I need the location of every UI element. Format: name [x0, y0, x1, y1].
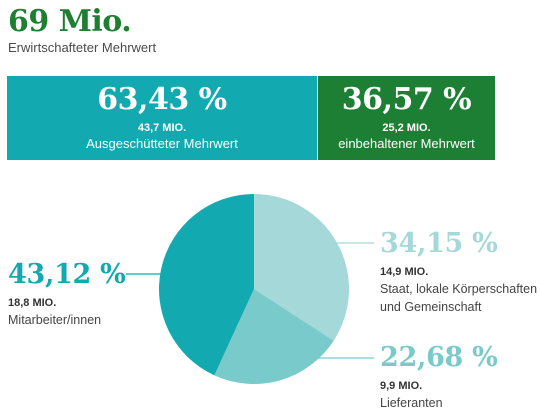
total-label: Erwirtschafteter Mehrwert: [8, 40, 157, 55]
slice-label-2: und Gemeinschaft: [380, 300, 482, 314]
slice-callout-staat: 34,15 % 14,9 MIO. Staat, lokale Körpersc…: [380, 228, 540, 316]
retained-label: einbehaltener Mehrwert: [338, 136, 475, 151]
slice-percent: 22,68 %: [380, 342, 498, 373]
slice-label: Staat, lokale Körperschaften: [380, 282, 538, 296]
retained-amount: 25,2 MIO.: [382, 122, 431, 134]
total-value: 69 Mio.: [8, 4, 132, 39]
retained-bar: 36,57 % 25,2 MIO. einbehaltener Mehrwert: [318, 76, 495, 160]
slice-percent: 43,12 %: [8, 259, 126, 290]
slice-label: Mitarbeiter/innen: [8, 313, 102, 327]
retained-percent: 36,57 %: [341, 82, 472, 117]
slice-label: Lieferanten: [380, 396, 443, 410]
slice-callout-mitarbeiter: 43,12 % 18,8 MIO. Mitarbeiter/innen: [8, 259, 148, 329]
pie-slice-lieferanten: [214, 289, 334, 384]
slice-amount: 9,9 MIO.: [380, 380, 423, 392]
pie-slice-mitarbeiter: [158, 194, 254, 376]
distributed-label: Ausgeschütteter Mehrwert: [86, 136, 238, 151]
slice-amount: 18,8 MIO.: [8, 297, 57, 309]
slice-callout-lieferanten: 22,68 % 9,9 MIO. Lieferanten: [380, 342, 530, 412]
slice-percent: 34,15 %: [380, 228, 498, 259]
distributed-percent: 63,43 %: [97, 82, 227, 117]
slice-amount: 14,9 MIO.: [380, 266, 429, 278]
distributed-bar: 63,43 % 43,7 MIO. Ausgeschütteter Mehrwe…: [7, 76, 317, 160]
distributed-amount: 43,7 MIO.: [137, 122, 187, 134]
pie-slice-staat: [254, 194, 350, 341]
